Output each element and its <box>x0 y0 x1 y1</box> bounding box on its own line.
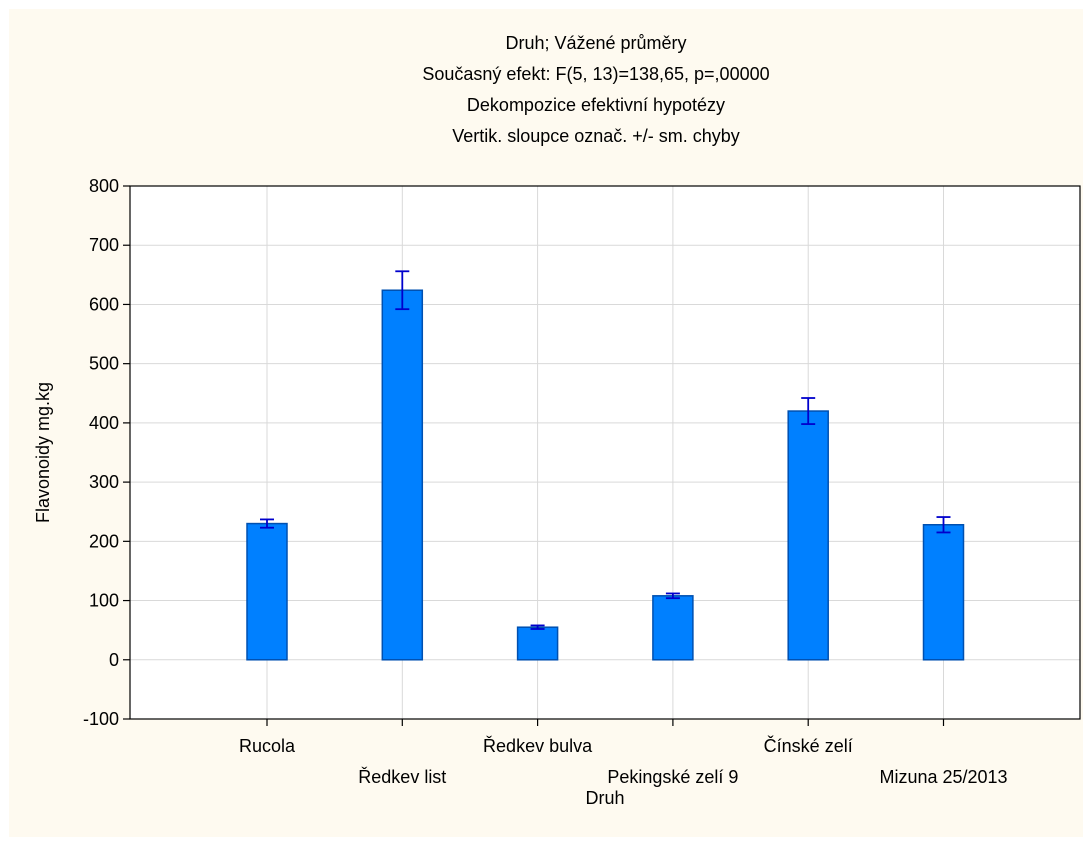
x-axis-ticks: Rucola Ředkev list Ředkev bulva Pekingské z… <box>239 719 1008 787</box>
plot-frame <box>129 185 1081 720</box>
error-bar-0 <box>260 518 274 529</box>
bar-5 <box>922 524 965 661</box>
error-bar-3 <box>665 592 680 600</box>
bar-4 <box>787 410 829 661</box>
y-tick-label-7: 600 <box>89 294 119 314</box>
x-tick-label-5: Mizuna 25/2013 <box>879 767 1007 787</box>
error-bar-4 <box>801 397 816 425</box>
error-bar-2 <box>530 624 545 630</box>
y-tick-label-4: 300 <box>89 472 119 492</box>
title-line-1: Druh; Vážené průměry <box>505 33 686 53</box>
y-axis-label: Flavonoidy mg.kg <box>33 382 53 523</box>
y-tick-label-2: 100 <box>89 591 119 611</box>
y-tick-label-9: 800 <box>89 176 119 196</box>
x-axis-label: Druh <box>585 788 624 808</box>
x-tick-label-2: Ředkev bulva <box>483 736 593 756</box>
plot-area <box>130 186 1080 719</box>
x-tick-label-3: Pekingské zelí 9 <box>607 767 738 787</box>
y-axis-ticks: -100 0 100 200 300 400 500 600 700 800 <box>83 176 130 729</box>
bar-0 <box>246 522 288 661</box>
x-tick-label-4: Čínské zelí <box>764 735 853 756</box>
title-line-4: Vertik. sloupce označ. +/- sm. chyby <box>452 126 740 146</box>
y-tick-label-1: 0 <box>109 650 119 670</box>
error-bar-5 <box>936 516 951 534</box>
y-tick-label-0: -100 <box>83 709 119 729</box>
error-bar-1 <box>395 270 410 311</box>
y-tick-label-8: 700 <box>89 235 119 255</box>
y-tick-label-3: 200 <box>89 531 119 551</box>
chart-title: Druh; Vážené průměry Současný efekt: F(5,… <box>422 33 769 146</box>
x-tick-label-0: Rucola <box>239 736 296 756</box>
title-line-3: Dekompozice efektivní hypotézy <box>467 95 725 115</box>
bar-2 <box>516 626 559 661</box>
bar-3 <box>652 595 694 661</box>
chart-figure: Druh; Vážené průměry Současný efekt: F(5,… <box>9 9 1083 837</box>
x-tick-label-1: Ředkev list <box>358 767 446 787</box>
bar-1 <box>381 289 424 661</box>
title-line-2: Současný efekt: F(5, 13)=138,65, p=,0000… <box>422 64 769 84</box>
bar-chart: Druh; Vážené průměry Současný efekt: F(5,… <box>33 33 1081 808</box>
y-tick-label-6: 500 <box>89 354 119 374</box>
error-bars <box>260 270 951 630</box>
y-tick-label-5: 400 <box>89 413 119 433</box>
bars <box>246 289 965 661</box>
